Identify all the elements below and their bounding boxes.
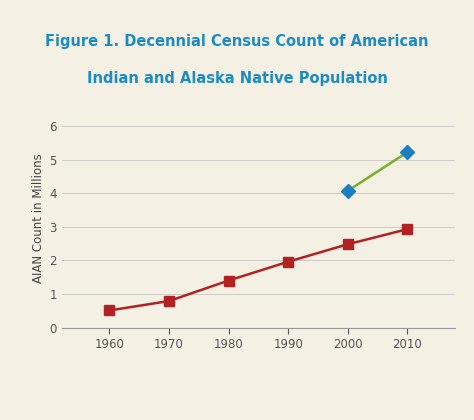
Y-axis label: AIAN Count in Millions: AIAN Count in Millions <box>32 154 45 283</box>
Text: Figure 1. Decennial Census Count of American: Figure 1. Decennial Census Count of Amer… <box>45 34 429 49</box>
Text: Indian and Alaska Native Population: Indian and Alaska Native Population <box>87 71 387 87</box>
